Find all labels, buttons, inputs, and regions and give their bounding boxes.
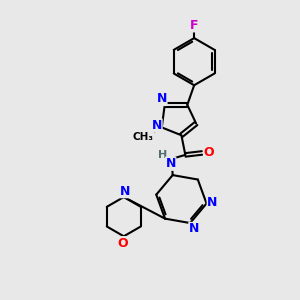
Text: N: N xyxy=(120,184,130,198)
Text: N: N xyxy=(207,196,218,209)
Text: N: N xyxy=(189,222,199,236)
Text: O: O xyxy=(118,237,128,250)
Text: F: F xyxy=(190,19,198,32)
Text: O: O xyxy=(204,146,214,159)
Text: N: N xyxy=(165,157,176,170)
Text: N: N xyxy=(152,119,162,132)
Text: CH₃: CH₃ xyxy=(133,132,154,142)
Text: N: N xyxy=(157,92,167,106)
Text: H: H xyxy=(158,150,167,160)
Text: methyl: methyl xyxy=(142,138,147,139)
